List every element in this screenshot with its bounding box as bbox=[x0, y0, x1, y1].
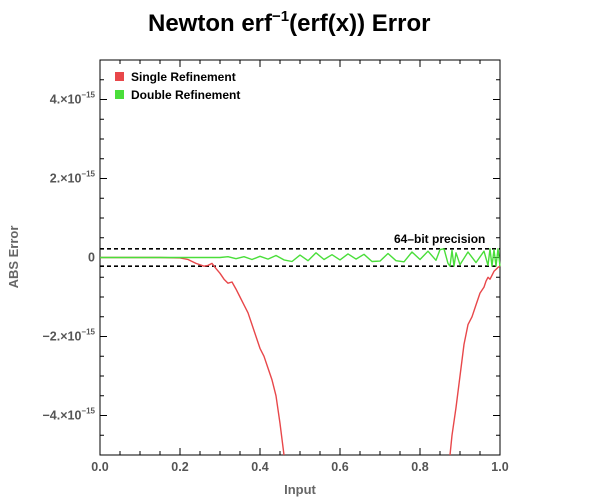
y-tick-label: −4.×10−15 bbox=[42, 407, 95, 423]
x-tick-label: 0.8 bbox=[411, 460, 428, 474]
chart-title-superscript: −1 bbox=[272, 8, 289, 25]
series-layer bbox=[100, 248, 501, 456]
x-tick-label: 1.0 bbox=[491, 460, 508, 474]
y-axis-ticks bbox=[100, 59, 500, 456]
chart-title-main: Newton erf bbox=[148, 10, 273, 37]
y-tick-label: 4.×10−15 bbox=[50, 91, 96, 107]
legend: Single Refinement Double Refinement bbox=[115, 70, 240, 102]
precision-annotation: 64–bit precision bbox=[394, 232, 485, 246]
series-line-0 bbox=[100, 256, 285, 456]
precision-reference-lines bbox=[100, 248, 500, 267]
x-tick-label: 0.2 bbox=[171, 460, 188, 474]
y-tick-label: 2.×10−15 bbox=[50, 170, 96, 186]
legend-label-double: Double Refinement bbox=[131, 88, 240, 102]
y-axis-label: ABS Error bbox=[6, 226, 21, 289]
x-axis-ticks bbox=[99, 60, 501, 455]
legend-swatch-double bbox=[115, 90, 124, 99]
x-axis-tick-labels: 0.0 0.2 0.4 0.6 0.8 1.0 bbox=[91, 460, 508, 474]
chart-title-rest: (erf(x)) Error bbox=[289, 10, 430, 37]
y-tick-label: −2.×10−15 bbox=[42, 328, 95, 344]
x-tick-label: 0.6 bbox=[331, 460, 348, 474]
legend-swatch-single bbox=[115, 72, 124, 81]
y-axis-tick-labels: 4.×10−15 2.×10−15 0 −2.×10−15 −4.×10−15 bbox=[42, 91, 95, 423]
x-tick-label: 0.4 bbox=[251, 460, 268, 474]
x-axis-label: Input bbox=[284, 482, 316, 497]
series-line-2 bbox=[100, 248, 501, 267]
chart-title: Newton erf−1(erf(x)) Error bbox=[148, 8, 430, 37]
legend-label-single: Single Refinement bbox=[131, 70, 236, 84]
x-tick-label: 0.0 bbox=[91, 460, 108, 474]
y-tick-label: 0 bbox=[88, 251, 95, 265]
series-line-1 bbox=[449, 265, 501, 456]
